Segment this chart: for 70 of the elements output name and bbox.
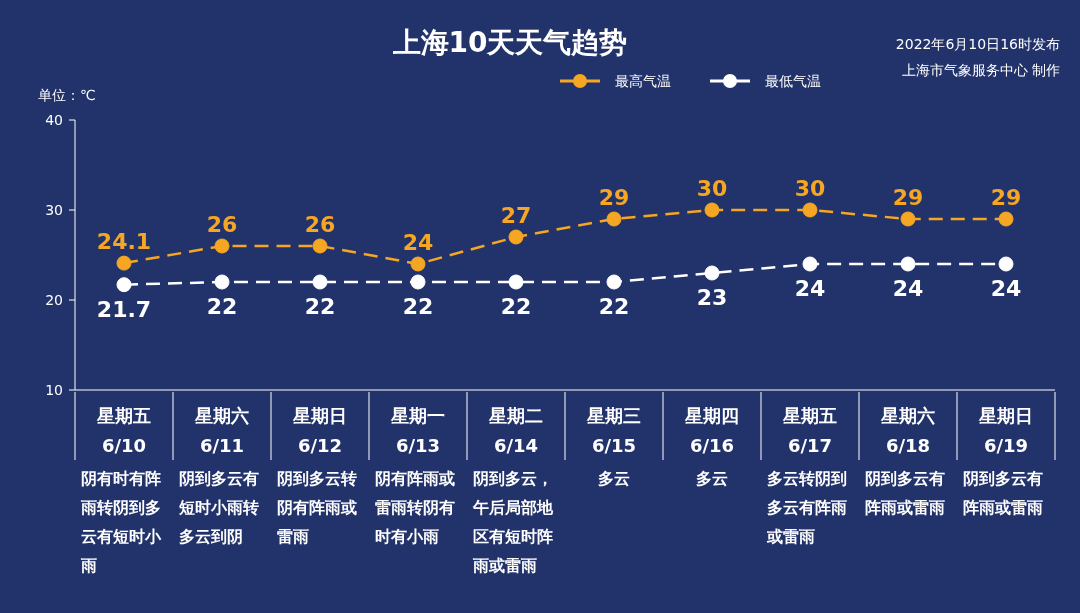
point (704, 202, 720, 218)
data-label: 26 (304, 212, 336, 237)
point (802, 202, 818, 218)
text: 阴到多云有短时小雨转多云到阴 (178, 469, 259, 546)
point (606, 211, 622, 227)
point (508, 229, 524, 245)
text: 阴有时有阵雨转阴到多云有短时小雨 (80, 469, 162, 575)
data-label: 27 (500, 203, 532, 228)
text: 阴到多云有阵雨或雷雨 (963, 469, 1043, 517)
point (116, 277, 132, 293)
chart-title: 上海10天天气趋势 (391, 26, 628, 59)
point (998, 211, 1014, 227)
x-tick-label: 星期六 6/18 (880, 405, 935, 456)
point (704, 265, 720, 281)
legend-label: 最高气温 (615, 73, 671, 89)
legend-label: 最低气温 (765, 73, 821, 89)
x-tick-label: 星期三 6/15 (586, 405, 641, 456)
point (410, 256, 426, 272)
x-tick-label: 星期二 6/14 (488, 405, 543, 456)
data-label: 22 (500, 294, 532, 319)
y-tick-label: 30 (45, 202, 63, 218)
point (900, 211, 916, 227)
data-label: 22 (206, 294, 238, 319)
data-label: 23 (696, 285, 728, 310)
x-tick-label: 星期五 6/10 (96, 405, 151, 456)
data-label: 29 (990, 185, 1022, 210)
y-tick-label: 20 (45, 292, 63, 308)
text: 阴有阵雨或雷雨转阴有时有小雨 (375, 469, 455, 546)
text: 上海市气象服务中心 制作 (901, 62, 1060, 78)
text: 阴到多云有阵雨或雷雨 (865, 469, 945, 517)
x-tick-label: 星期五 6/17 (782, 405, 837, 456)
x-tick-label: 星期日 6/12 (292, 405, 347, 456)
data-label: 22 (402, 294, 434, 319)
text: 阴到多云转阴有阵雨或雷雨 (277, 469, 357, 546)
data-label: 24 (990, 276, 1022, 301)
point (998, 256, 1014, 272)
point (410, 274, 426, 290)
y-axis-title: 单位：℃ (38, 87, 96, 103)
point (116, 255, 132, 271)
text: 多云转阴到多云有阵雨或雷雨 (766, 469, 847, 546)
y-tick-label: 40 (45, 112, 63, 128)
point (312, 238, 328, 254)
text: 阴到多云，午后局部地区有短时阵雨或雷雨 (472, 469, 554, 575)
text: 2022年6月10日16时发布 (895, 36, 1060, 52)
data-label: 26 (206, 212, 238, 237)
point (312, 274, 328, 290)
data-label: 24.1 (96, 229, 152, 255)
x-tick-label: 星期一 6/13 (390, 405, 445, 456)
text: 多云 (598, 469, 630, 488)
point (802, 256, 818, 272)
data-label: 30 (696, 176, 728, 201)
x-tick-label: 星期六 6/11 (194, 405, 249, 456)
data-label: 21.7 (96, 296, 152, 322)
data-label: 29 (598, 185, 630, 210)
data-label: 24 (794, 276, 826, 301)
data-label: 29 (892, 185, 924, 210)
data-label: 24 (402, 230, 434, 255)
data-label: 30 (794, 176, 826, 201)
text: 多云 (696, 469, 728, 488)
x-tick-label: 星期四 6/16 (684, 405, 739, 456)
point (508, 274, 524, 290)
y-tick-label: 10 (45, 382, 63, 398)
point (900, 256, 916, 272)
data-label: 22 (598, 294, 630, 319)
data-label: 22 (304, 294, 336, 319)
point (214, 274, 230, 290)
point (214, 238, 230, 254)
x-tick-label: 星期日 6/19 (978, 405, 1033, 456)
data-label: 24 (892, 276, 924, 301)
point (606, 274, 622, 290)
